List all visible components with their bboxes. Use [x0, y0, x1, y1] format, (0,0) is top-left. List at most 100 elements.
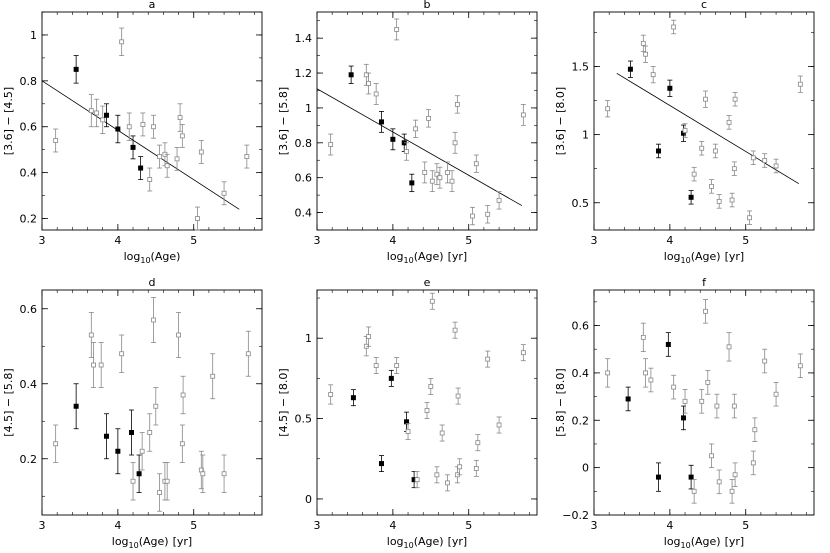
- data-point: [473, 459, 479, 477]
- x-axis-label-sub: 10: [140, 256, 150, 265]
- data-point: [485, 350, 491, 368]
- x-axis-label-age: (Age): [139, 535, 169, 548]
- marker-filled: [688, 474, 694, 480]
- plot-frame: [593, 11, 815, 231]
- marker-open: [605, 106, 611, 112]
- marker-open: [729, 488, 735, 494]
- data-point: [485, 205, 491, 224]
- x-axis-label-age: (Age): [691, 535, 721, 548]
- data-point: [373, 83, 379, 105]
- data-point: [147, 167, 153, 192]
- data-point: [473, 154, 479, 173]
- marker-open: [98, 362, 104, 368]
- data-point: [366, 326, 372, 347]
- y-tick-label: 1: [582, 129, 589, 142]
- data-point: [119, 27, 125, 56]
- marker-filled: [115, 448, 121, 454]
- data-point: [691, 166, 697, 182]
- marker-open: [429, 178, 435, 184]
- data-point: [729, 479, 735, 504]
- marker-open: [729, 197, 735, 203]
- x-tick-label: 3: [314, 519, 321, 532]
- data-point: [348, 65, 354, 84]
- x-tick-label: 3: [591, 234, 598, 247]
- data-point: [424, 402, 430, 419]
- plot-frame: [41, 11, 263, 231]
- data-point: [434, 163, 440, 186]
- marker-open: [424, 408, 430, 413]
- marker-open: [709, 453, 714, 459]
- x-tick-label: 5: [190, 519, 197, 532]
- marker-open: [157, 490, 162, 495]
- marker-open: [712, 148, 718, 154]
- y-axis-label: [3.6] − [5.8]: [277, 87, 290, 155]
- y-axis-label: [3.6] − [4.5]: [2, 87, 15, 155]
- marker-open: [198, 149, 204, 155]
- data-point: [88, 94, 94, 128]
- data-point: [164, 153, 170, 178]
- marker-open: [366, 334, 371, 340]
- data-point: [750, 150, 756, 166]
- x-axis-label-log: log: [387, 250, 404, 263]
- x-axis-label-age: (Age): [151, 250, 181, 263]
- marker-filled: [348, 72, 354, 78]
- data-point: [73, 383, 79, 430]
- y-tick-label: 1.5: [572, 61, 590, 74]
- data-point: [797, 353, 803, 379]
- data-point: [103, 103, 109, 128]
- marker-open: [53, 138, 59, 143]
- y-tick-label: 0.6: [295, 172, 313, 185]
- marker-open: [731, 403, 737, 409]
- data-point: [732, 462, 738, 487]
- data-point: [712, 143, 718, 159]
- marker-open: [210, 373, 216, 379]
- data-point: [426, 109, 432, 128]
- marker-open: [195, 216, 200, 221]
- marker-open: [100, 117, 106, 123]
- x-axis-label: log10(Age): [124, 250, 181, 265]
- panel-e: e 3 4 5 0 0.5 1 [4.5] − [8.0] log10(Age) [yr]: [277, 276, 538, 550]
- panel-label: d: [149, 276, 156, 289]
- data-point: [429, 170, 435, 193]
- data-point: [136, 454, 142, 493]
- marker-open: [157, 154, 162, 159]
- data-point: [434, 466, 440, 484]
- marker-open: [752, 427, 758, 433]
- data-point: [773, 158, 779, 174]
- marker-filled: [409, 180, 415, 186]
- data-point: [709, 443, 715, 469]
- marker-open: [394, 27, 400, 32]
- marker-filled: [136, 471, 142, 477]
- data-point: [750, 450, 756, 476]
- marker-open: [682, 128, 688, 133]
- y-tick-label: 0.6: [20, 303, 38, 316]
- y-tick-label: 1: [305, 102, 312, 115]
- marker-open: [731, 166, 737, 172]
- data-point: [709, 179, 715, 194]
- marker-open: [91, 362, 96, 368]
- x-tick-label: 3: [591, 519, 598, 532]
- data-point: [422, 161, 428, 184]
- data-point: [88, 312, 94, 358]
- marker-open: [422, 170, 428, 175]
- x-axis-label: log10(Age) [yr]: [387, 250, 467, 265]
- data-point: [691, 479, 697, 504]
- data-point: [716, 469, 722, 495]
- marker-open: [180, 392, 186, 398]
- data-point: [245, 330, 251, 377]
- data-point: [221, 181, 227, 206]
- y-tick-label: 0.6: [20, 121, 38, 134]
- data-point: [157, 473, 163, 512]
- marker-open: [414, 477, 420, 483]
- data-point: [130, 462, 136, 501]
- plot-frame: [316, 11, 538, 231]
- data-point: [444, 474, 450, 492]
- y-tick-label: 1.2: [295, 67, 313, 80]
- panel-label: e: [424, 276, 431, 289]
- marker-open: [648, 377, 654, 383]
- marker-open: [373, 91, 379, 97]
- panel-label: f: [702, 276, 707, 289]
- data-point: [643, 45, 649, 63]
- marker-filled: [655, 148, 661, 154]
- marker-open: [153, 403, 159, 409]
